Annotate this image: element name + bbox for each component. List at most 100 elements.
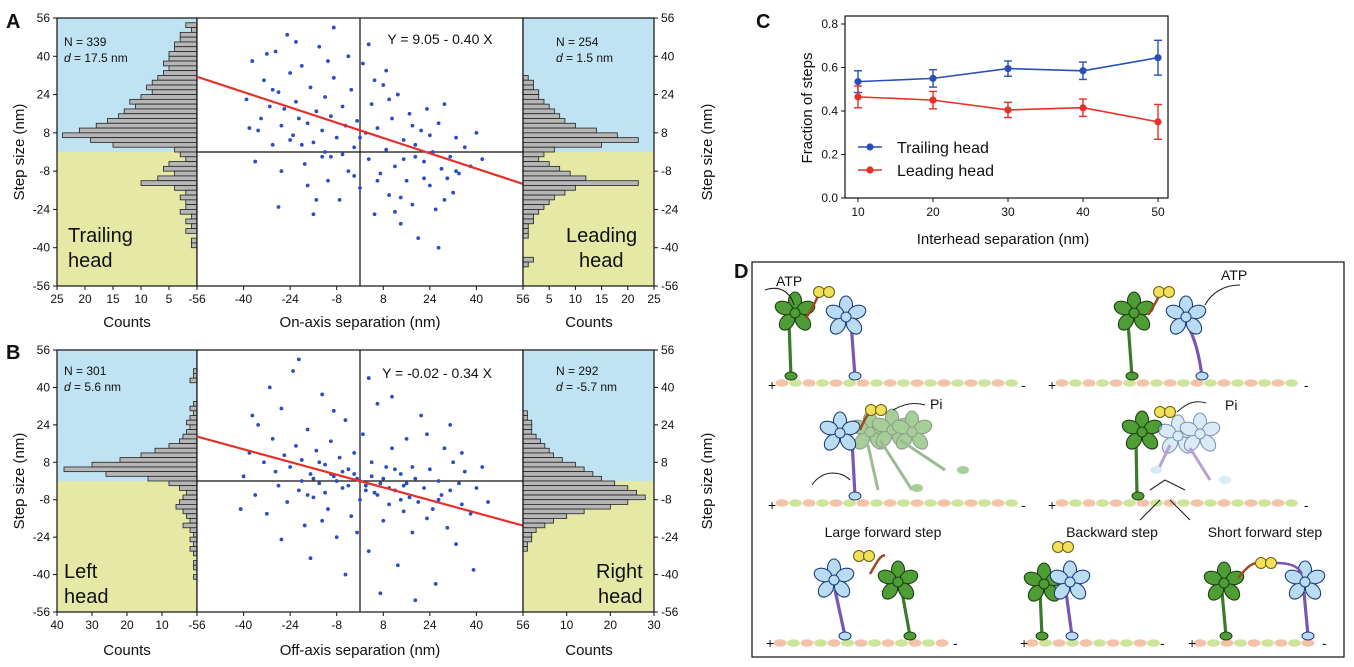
tubulin-subunit [978, 379, 991, 387]
a-right-hist-bar [522, 180, 639, 186]
a-left-stat-d-value: = 17.5 nm [71, 51, 128, 65]
tubulin-subunit [964, 379, 978, 387]
b-scatter-point [425, 432, 429, 437]
a-scatter-point [390, 116, 394, 121]
b-scatter-point [352, 451, 357, 455]
a-left-hist-bar [112, 142, 198, 148]
a-y-tick-label-left: 8 [43, 126, 50, 140]
tubulin-subunit [991, 499, 1005, 507]
b-left-hist-bar [189, 415, 198, 421]
b-scatter-point [308, 556, 313, 561]
c-data-point [929, 96, 937, 104]
b-right-hist-bar [522, 443, 546, 449]
a-left-hist-bar [168, 55, 198, 62]
b-scatter-point [256, 422, 261, 427]
b-left-hist-bar [189, 377, 198, 384]
d-plus-4: + [1048, 497, 1056, 513]
a-right-hist-tick-label: 20 [621, 292, 635, 306]
d2r-caption-backward: Backward step [1066, 524, 1158, 540]
tubulin-subunit [1234, 639, 1247, 647]
d-minus-2: - [1304, 377, 1309, 393]
c-x-tick-label: 40 [1076, 205, 1090, 219]
panel-a: A N = 339 d = 17.5 nm Trailing head 25 20… [6, 11, 716, 331]
b-scatter-point [314, 448, 319, 453]
b-left-hist-xlabel: Counts [103, 642, 151, 659]
b-left-stat-d-value: = 5.6 nm [71, 380, 121, 394]
b-scatter-point [302, 523, 307, 528]
d3c-purple-stalk [1302, 591, 1310, 637]
c-data-point [1079, 104, 1087, 112]
a-left-hist-bar [179, 31, 198, 38]
tubulin-subunit [1288, 639, 1301, 647]
b-left-hist-tick-label: 20 [120, 618, 134, 632]
b-fit-line [196, 435, 524, 527]
a-scatter-point [413, 154, 418, 159]
tubulin-subunit [895, 639, 908, 647]
tubulin-subunit [937, 379, 951, 387]
a-x-tick-label: -56 [188, 292, 206, 306]
a-fit-line [196, 75, 524, 185]
b-scatter-point [378, 591, 383, 596]
tubulin-subunit [870, 379, 883, 387]
b-left-hist-bar [179, 499, 198, 505]
a-left-hist-bar [179, 194, 198, 201]
tubulin-subunit [935, 639, 949, 647]
a-scatter-point [445, 176, 450, 181]
a-scatter-point [305, 121, 310, 126]
b-right-hist-bar [522, 541, 528, 547]
a-scatter-point [410, 202, 415, 207]
b-y-tick-label-left: -56 [33, 605, 51, 619]
a-y-tick-label-left: -24 [33, 202, 51, 216]
b-left-hist-bar [175, 503, 198, 510]
d1l-atp-label: ATP [776, 273, 802, 289]
a-left-hist-bar [174, 170, 198, 177]
tubulin-subunit [951, 379, 964, 387]
c-data-point [854, 93, 862, 101]
b-scatter-point [454, 542, 458, 547]
b-scatter-point [264, 511, 269, 516]
b-right-histogram: N = 292 d = -5.7 nm Right head 10 20 30 Co… [522, 349, 661, 659]
a-y-tick-label-left: 56 [37, 11, 51, 25]
a-y-tick-label-left: -8 [39, 164, 50, 178]
a-left-hist-bar [140, 94, 198, 100]
a-scatter-point [349, 87, 354, 92]
b-scatter-point [317, 460, 322, 465]
b-right-hist-bar [522, 410, 528, 416]
a-x-tick-label: 8 [380, 292, 387, 306]
a-left-hist-bar [190, 242, 198, 249]
b-scatter-point [253, 493, 258, 497]
a-left-hist-bar [185, 199, 198, 206]
a-scatter-point [358, 135, 362, 140]
d2r-pi-label: Pi [1225, 397, 1237, 413]
a-left-hist-bar [174, 46, 198, 52]
tubulin-subunit [843, 379, 856, 387]
microtubule-track-4 [1055, 499, 1298, 507]
a-right-hist-bar [522, 204, 545, 210]
b-right-hist-bar [522, 415, 528, 421]
b-scatter-point [331, 474, 336, 479]
tubulin-subunit [1217, 499, 1231, 507]
tubulin-subunit [1244, 499, 1258, 507]
b-scatter-point [407, 495, 412, 500]
a-scatter-point [264, 51, 269, 56]
tubulin-subunit [924, 379, 937, 387]
b-right-hist-bar [522, 480, 616, 487]
tubulin-subunit [789, 379, 802, 387]
b-scatter-point [308, 472, 313, 476]
b-scatter-point [241, 474, 246, 479]
a-scatter-point [462, 145, 467, 150]
a-right-hist-bar [522, 98, 545, 105]
c-data-point [1154, 118, 1162, 126]
a-scatter-point [331, 75, 336, 80]
a-scatter-point [285, 32, 290, 37]
b-scatter-point [366, 549, 371, 554]
b-right-hist-bar [522, 457, 563, 463]
a-left-hist-bar [185, 218, 198, 225]
b-left-stat-d: d = 5.6 nm [64, 380, 121, 394]
tubulin-subunit [883, 499, 897, 507]
b-scatter-point [378, 481, 383, 486]
tubulin-subunit [991, 379, 1005, 387]
a-right-hist-bar [522, 213, 534, 220]
tubulin-subunit [1274, 639, 1288, 647]
c-xlabel: Interhead separation (nm) [917, 231, 1090, 248]
